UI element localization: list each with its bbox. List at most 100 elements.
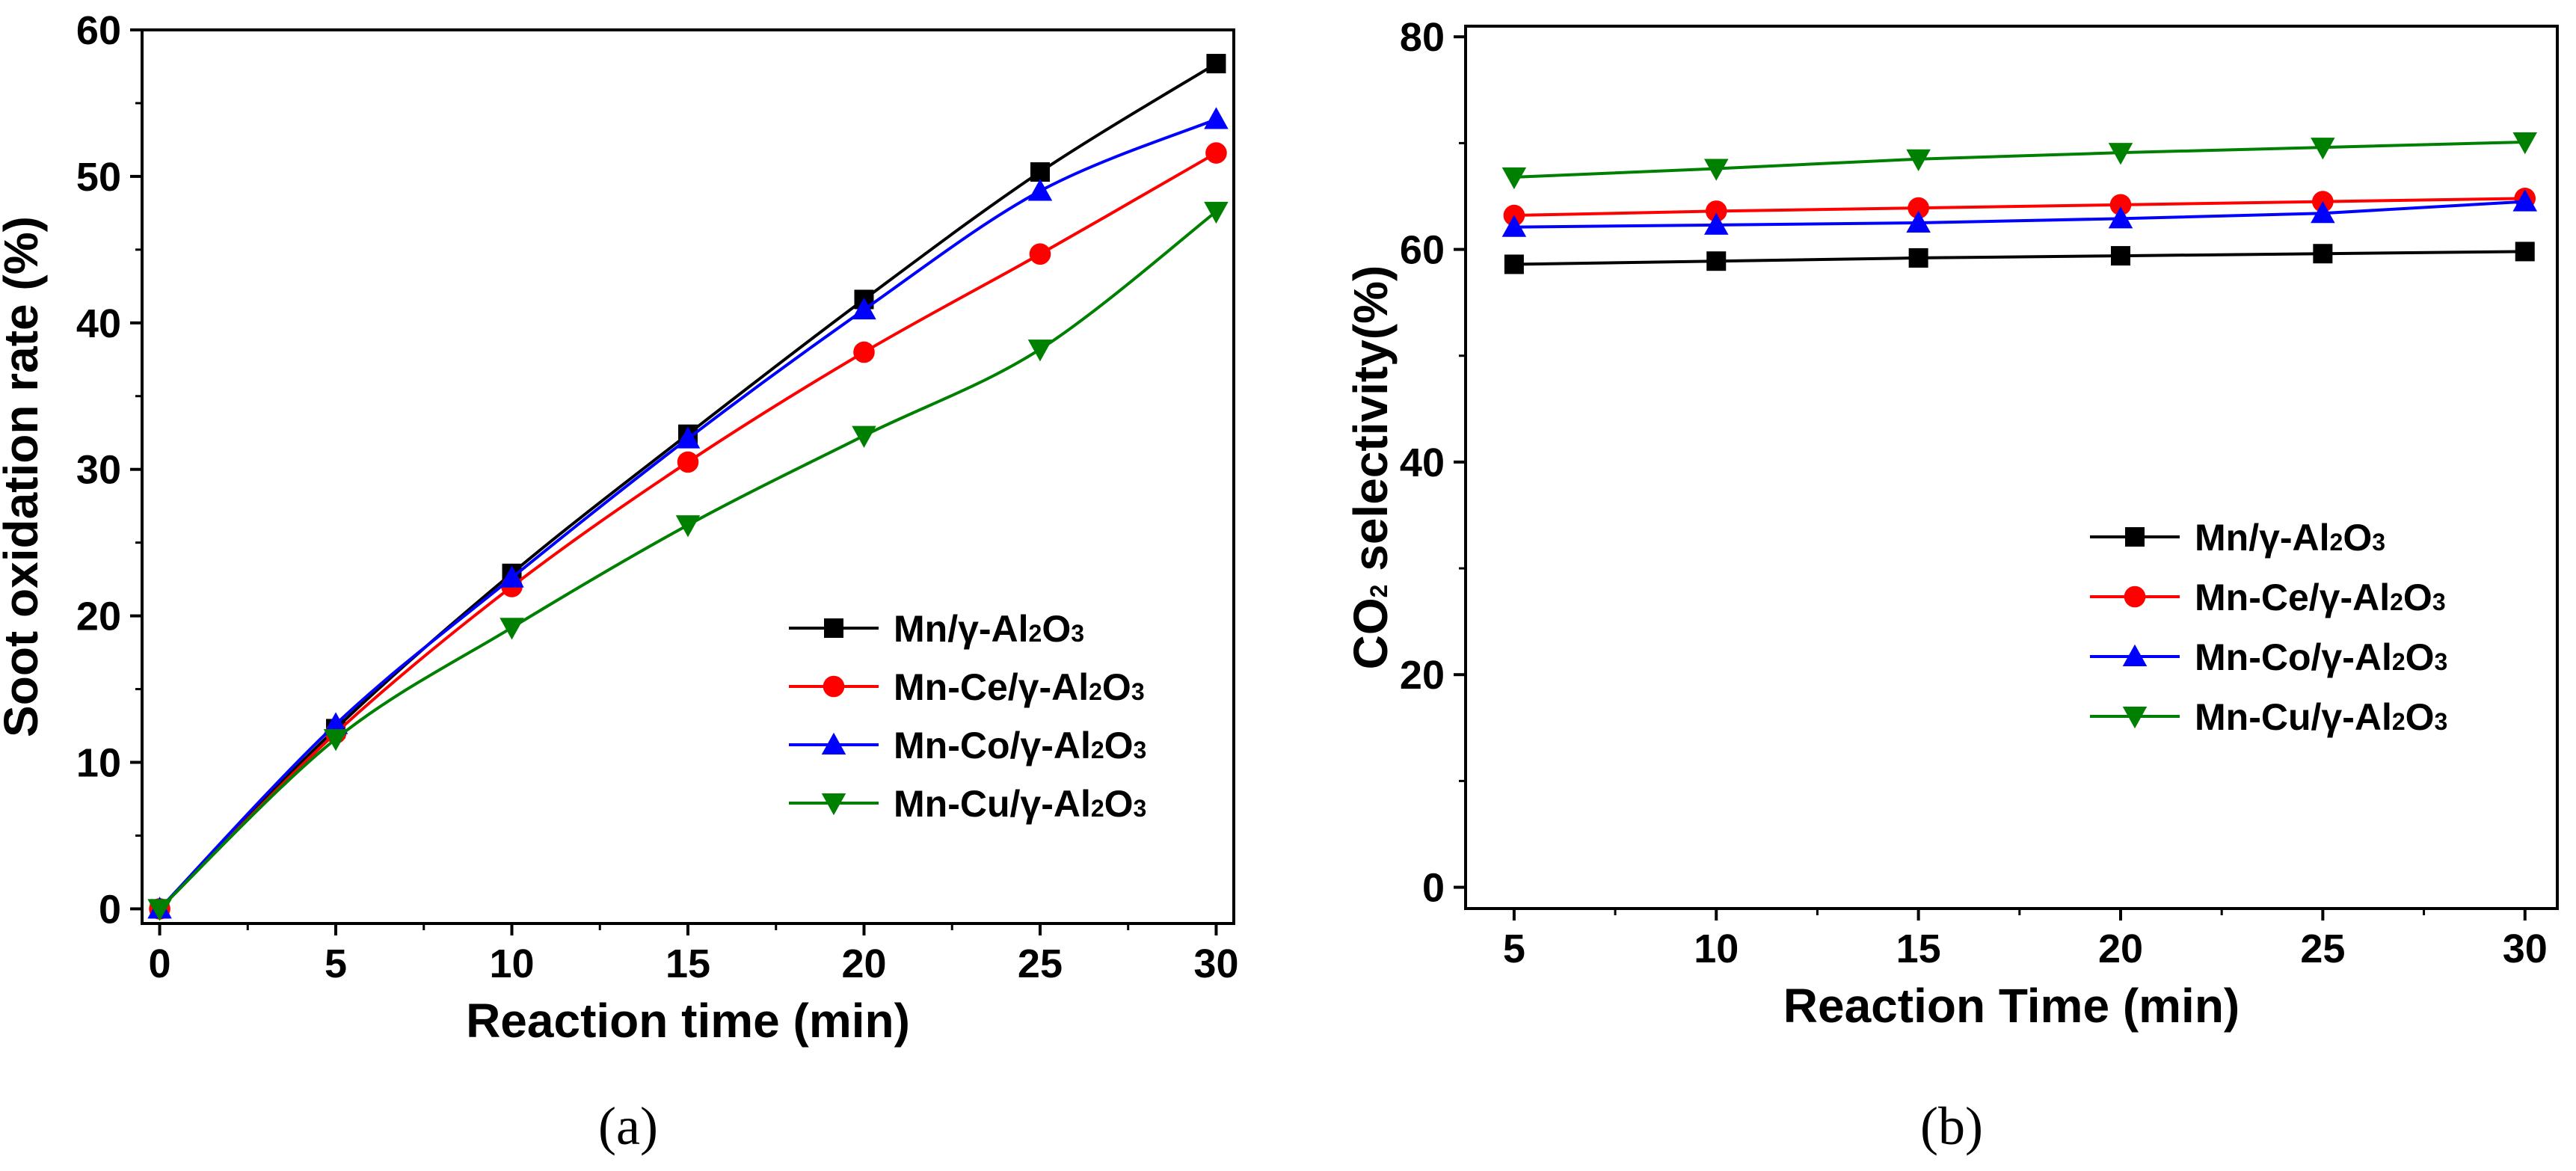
data-point [675, 426, 701, 449]
series-mn-co-al2o3 [1501, 189, 2537, 237]
text-part: 3 [1131, 678, 1145, 705]
data-point [2512, 132, 2537, 155]
text-part: 3 [2432, 588, 2446, 615]
legend: Mn/γ-Al2O3Mn-Ce/γ-Al2O3Mn-Co/γ-Al2O3Mn-C… [2090, 517, 2447, 738]
data-point [1906, 149, 1931, 171]
data-point [675, 515, 701, 538]
legend-marker [821, 732, 846, 754]
x-tick-label: 10 [1694, 926, 1739, 971]
legend-item-mn-ce-al2o3: Mn-Ce/γ-Al2O3 [2090, 577, 2446, 618]
data-point [1704, 212, 1729, 235]
y-tick-label: 30 [76, 448, 121, 493]
text-part: 2 [1091, 737, 1104, 763]
text-part: 3 [2435, 648, 2448, 675]
legend-item-mn-co-al2o3: Mn-Co/γ-Al2O3 [2090, 636, 2447, 678]
data-point [1030, 162, 1050, 182]
legend-label: Mn-Co/γ-Al2O3 [894, 725, 1146, 766]
chart-panel-a: 0 5 10 15 20 25 30 0 10 20 30 40 50 60 Reaction time (… [0, 8, 1238, 1048]
y-tick-label: 60 [76, 8, 121, 53]
text-part: 2 [1029, 620, 1042, 647]
y-tick-label: 40 [1400, 440, 1445, 485]
legend-label: Mn-Cu/γ-Al2O3 [2195, 696, 2447, 738]
text-part: 3 [1134, 795, 1147, 822]
text-part: Mn-Co/γ-Al [894, 725, 1091, 766]
text-part: 2 [2392, 648, 2406, 675]
data-point [2512, 189, 2537, 212]
text-part: Mn/γ-Al [2195, 517, 2330, 559]
x-tick-label: 15 [1896, 926, 1941, 971]
data-point [1706, 251, 1727, 271]
legend-marker [2122, 644, 2148, 666]
x-tick-label: 15 [665, 941, 710, 986]
text-part: 3 [1071, 620, 1084, 647]
x-tick-label: 30 [2503, 926, 2548, 971]
data-point [1204, 107, 1229, 129]
text-part: O [1102, 666, 1131, 708]
legend-item-mn-cu-al2o3: Mn-Cu/γ-Al2O3 [789, 783, 1146, 825]
chart-panel-b: 5 10 15 20 25 30 0 20 40 60 80 Reaction Time (min) C… [1344, 15, 2559, 1033]
x-tick-label: 5 [325, 941, 347, 986]
legend-item-mn-ce-al2o3: Mn-Ce/γ-Al2O3 [789, 666, 1145, 708]
plot-frame [1464, 25, 2559, 910]
text-part: O [2406, 636, 2435, 678]
series-line [1513, 200, 2525, 229]
y-tick-label: 0 [99, 887, 121, 932]
data-point [1504, 254, 1524, 274]
x-tick-label: 25 [2300, 926, 2345, 971]
text-part: Mn-Cu/γ-Al [894, 783, 1091, 825]
text-part: O [1104, 725, 1134, 766]
text-part: 3 [1134, 737, 1147, 763]
series-line [159, 62, 1217, 910]
text-part: CO [1344, 597, 1398, 669]
text-part: Mn-Ce/γ-Al [894, 666, 1089, 708]
x-tick-label: 5 [1503, 926, 1525, 971]
text-part: Mn-Cu/γ-Al [2195, 696, 2392, 738]
data-point [852, 425, 876, 448]
legend-marker [823, 675, 845, 698]
y-tick-label: 20 [76, 594, 121, 639]
data-point [2108, 143, 2133, 165]
data-point [1908, 248, 1928, 268]
data-point [323, 712, 348, 734]
legend-marker [2124, 586, 2146, 608]
legend: Mn/γ-Al2O3Mn-Ce/γ-Al2O3Mn-Co/γ-Al2O3Mn-C… [789, 608, 1146, 825]
data-point [1908, 197, 1929, 219]
x-tick-label: 20 [841, 941, 886, 986]
data-point [1206, 54, 1226, 74]
data-point [147, 899, 172, 921]
legend-item-mn-cu-al2o3: Mn-Cu/γ-Al2O3 [2090, 696, 2447, 738]
text-part: 2 [1091, 795, 1104, 822]
data-point [1705, 200, 1727, 222]
data-point [2515, 242, 2535, 262]
y-tick-label: 20 [1400, 653, 1445, 698]
panel-label-b: (b) [1920, 1096, 1983, 1156]
text-part: O [2406, 696, 2435, 738]
y-tick-label: 40 [76, 301, 121, 346]
legend-marker [2125, 527, 2145, 547]
series-line [1513, 197, 2525, 218]
legend-marker [824, 618, 843, 638]
text-part: O [2343, 517, 2372, 559]
series-line [1513, 250, 2525, 266]
text-part: 3 [2372, 529, 2385, 556]
legend-item-mn-co-al2o3: Mn-Co/γ-Al2O3 [789, 725, 1146, 766]
y-axis-title: CO2 selectivity(%) [1344, 265, 1398, 670]
text-part: selectivity(%) [1344, 265, 1398, 585]
legend-marker [2122, 707, 2148, 729]
legend-label: Mn/γ-Al2O3 [894, 608, 1084, 650]
data-point [2108, 206, 2133, 229]
series-mn-cu-al2o3 [147, 201, 1229, 921]
data-point [499, 565, 524, 588]
data-point [1205, 142, 1227, 164]
x-axis-title: Reaction Time (min) [1783, 979, 2240, 1033]
x-tick-label: 0 [149, 941, 171, 986]
legend-label: Mn-Ce/γ-Al2O3 [2195, 577, 2446, 618]
data-point [1906, 210, 1931, 233]
data-point [1501, 167, 1527, 190]
legend-label: Mn-Co/γ-Al2O3 [2195, 636, 2447, 678]
data-point [852, 297, 876, 320]
x-tick-label: 10 [489, 941, 534, 986]
text-part: 3 [2435, 708, 2448, 735]
text-part: 2 [1365, 585, 1392, 598]
